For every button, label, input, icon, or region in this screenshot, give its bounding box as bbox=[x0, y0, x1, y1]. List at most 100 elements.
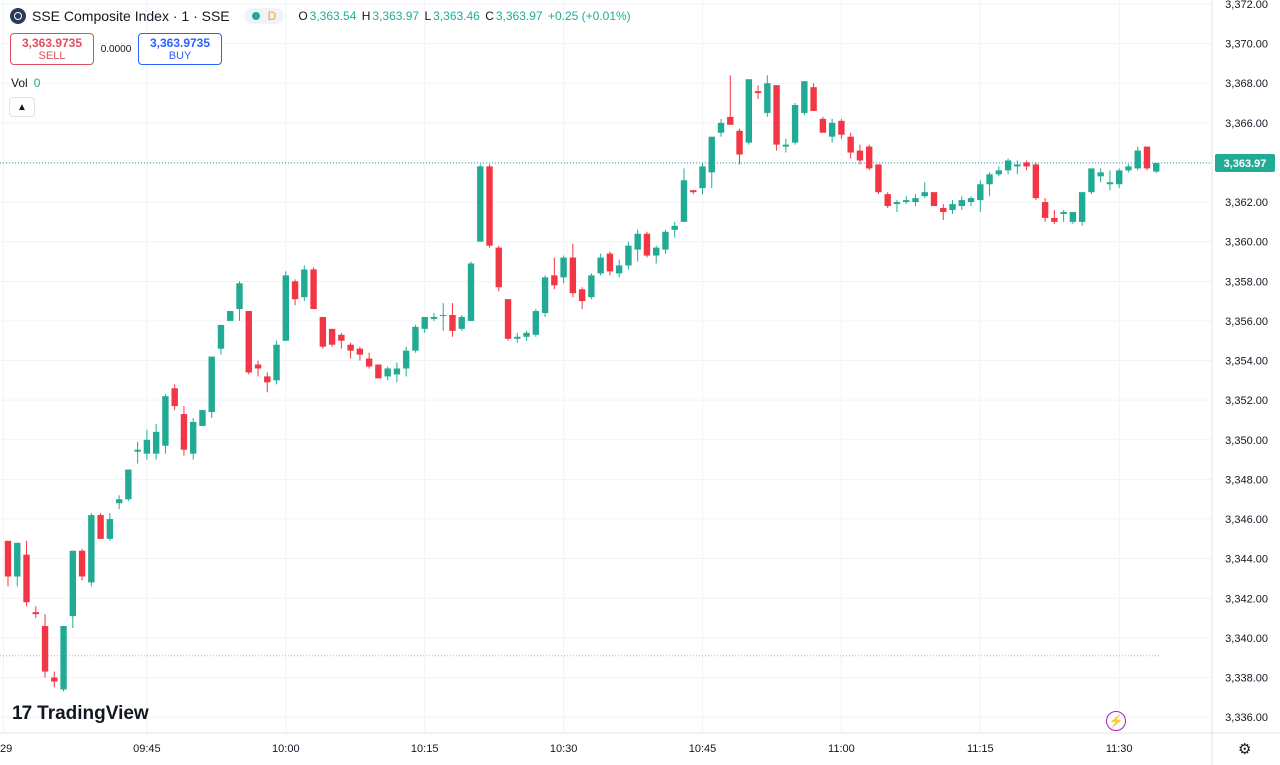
candle bbox=[801, 81, 808, 115]
candle-body bbox=[310, 269, 317, 310]
y-tick-label: 3,358.00 bbox=[1225, 276, 1268, 288]
buy-button[interactable]: 3,363.9735 BUY bbox=[138, 33, 222, 65]
candle-body bbox=[745, 79, 752, 143]
time-axis[interactable]: 29 09:45 10:00 10:15 10:30 10:45 11:00 11:15 11:… bbox=[0, 743, 1133, 755]
market-status[interactable]: D bbox=[243, 8, 285, 24]
candle bbox=[125, 469, 132, 502]
sse-logo-icon bbox=[10, 8, 26, 24]
y-tick-label: 3,352.00 bbox=[1225, 395, 1268, 407]
candle bbox=[134, 441, 141, 464]
y-tick-label: 3,338.00 bbox=[1225, 673, 1268, 685]
brand-name: TradingView bbox=[37, 703, 149, 724]
chevron-up-icon: ▲ bbox=[17, 101, 27, 113]
sell-label: SELL bbox=[38, 50, 66, 62]
candle-body bbox=[236, 283, 243, 310]
sell-price: 3,363.9735 bbox=[21, 36, 83, 50]
candle bbox=[856, 144, 864, 165]
candle-body bbox=[977, 184, 984, 201]
candle bbox=[717, 118, 725, 137]
candle-body bbox=[727, 116, 734, 125]
symbol-title[interactable]: SSE Composite Index · 1 · SSE bbox=[32, 8, 230, 24]
gear-icon[interactable]: ⚙ bbox=[1238, 741, 1252, 758]
high-value: 3,363.97 bbox=[372, 9, 420, 23]
candle bbox=[440, 303, 447, 331]
candle bbox=[338, 332, 345, 349]
candle bbox=[569, 243, 577, 298]
candle bbox=[940, 204, 947, 220]
candle bbox=[838, 118, 845, 139]
candle-body bbox=[615, 265, 623, 274]
candle bbox=[217, 324, 225, 355]
candle-body bbox=[208, 356, 215, 413]
candle-body bbox=[264, 376, 271, 383]
candle bbox=[1106, 170, 1114, 191]
candle-body bbox=[680, 180, 688, 222]
candle-body bbox=[606, 253, 614, 272]
trade-panel: 3,363.9735 SELL 0.0000 3,363.9735 BUY bbox=[10, 33, 222, 65]
candle-body bbox=[245, 311, 252, 373]
candle-body bbox=[912, 198, 919, 203]
candle bbox=[967, 196, 975, 207]
candle-body bbox=[375, 364, 382, 379]
candle bbox=[625, 241, 632, 270]
candle bbox=[171, 384, 178, 411]
candle-body bbox=[32, 612, 39, 615]
volume-value: 0 bbox=[33, 76, 41, 90]
candle-body bbox=[1014, 164, 1021, 167]
candle-body bbox=[782, 144, 790, 147]
candle-body bbox=[467, 263, 475, 321]
spread-value: 0.0000 bbox=[100, 43, 132, 55]
candle bbox=[875, 164, 882, 195]
y-tick-label: 3,360.00 bbox=[1225, 237, 1268, 249]
candle bbox=[32, 606, 39, 619]
candle bbox=[653, 245, 660, 264]
candle bbox=[541, 275, 549, 317]
candle-body bbox=[88, 515, 95, 583]
candle bbox=[412, 324, 419, 353]
candle-body bbox=[495, 247, 502, 288]
candle-body bbox=[865, 146, 873, 169]
candle bbox=[643, 231, 651, 258]
candle-body bbox=[134, 449, 141, 452]
candle-body bbox=[1088, 168, 1095, 193]
x-tick-label: 10:00 bbox=[272, 743, 300, 755]
collapse-legend-button[interactable]: ▲ bbox=[9, 97, 35, 117]
candle bbox=[4, 540, 12, 587]
candle-body bbox=[171, 388, 178, 407]
candle bbox=[162, 394, 169, 454]
candle bbox=[486, 164, 493, 248]
candle bbox=[264, 372, 271, 393]
candle-body bbox=[903, 200, 910, 203]
candle-body bbox=[940, 208, 947, 212]
candle bbox=[560, 255, 567, 284]
candle bbox=[88, 513, 95, 587]
candle bbox=[1153, 163, 1160, 174]
candle-body bbox=[1134, 150, 1141, 169]
candle bbox=[634, 229, 641, 262]
buy-price: 3,363.9735 bbox=[149, 36, 211, 50]
sell-button[interactable]: 3,363.9735 SELL bbox=[10, 33, 94, 65]
lightning-icon[interactable]: ⚡ bbox=[1106, 711, 1126, 731]
candle-body bbox=[291, 281, 299, 300]
candle bbox=[588, 273, 595, 300]
candle bbox=[578, 287, 586, 310]
candle bbox=[402, 346, 410, 377]
candle-body bbox=[653, 247, 660, 256]
tradingview-logo[interactable]: 17 TradingView bbox=[12, 703, 149, 725]
candle-body bbox=[477, 166, 484, 242]
y-tick-label: 3,348.00 bbox=[1225, 474, 1268, 486]
candle bbox=[1069, 211, 1077, 224]
candle bbox=[949, 200, 956, 214]
candle-body bbox=[523, 332, 530, 337]
candle-body bbox=[986, 174, 993, 185]
candle-body bbox=[41, 626, 49, 672]
candle-body bbox=[78, 550, 86, 577]
candle bbox=[449, 303, 456, 337]
candle-body bbox=[14, 542, 21, 577]
candle bbox=[69, 550, 77, 629]
price-axis[interactable]: 3,336.00 3,338.00 3,340.00 3,342.00 3,344.00… bbox=[1225, 0, 1268, 724]
candle bbox=[903, 196, 910, 205]
candle bbox=[782, 138, 790, 153]
candle bbox=[356, 346, 364, 361]
